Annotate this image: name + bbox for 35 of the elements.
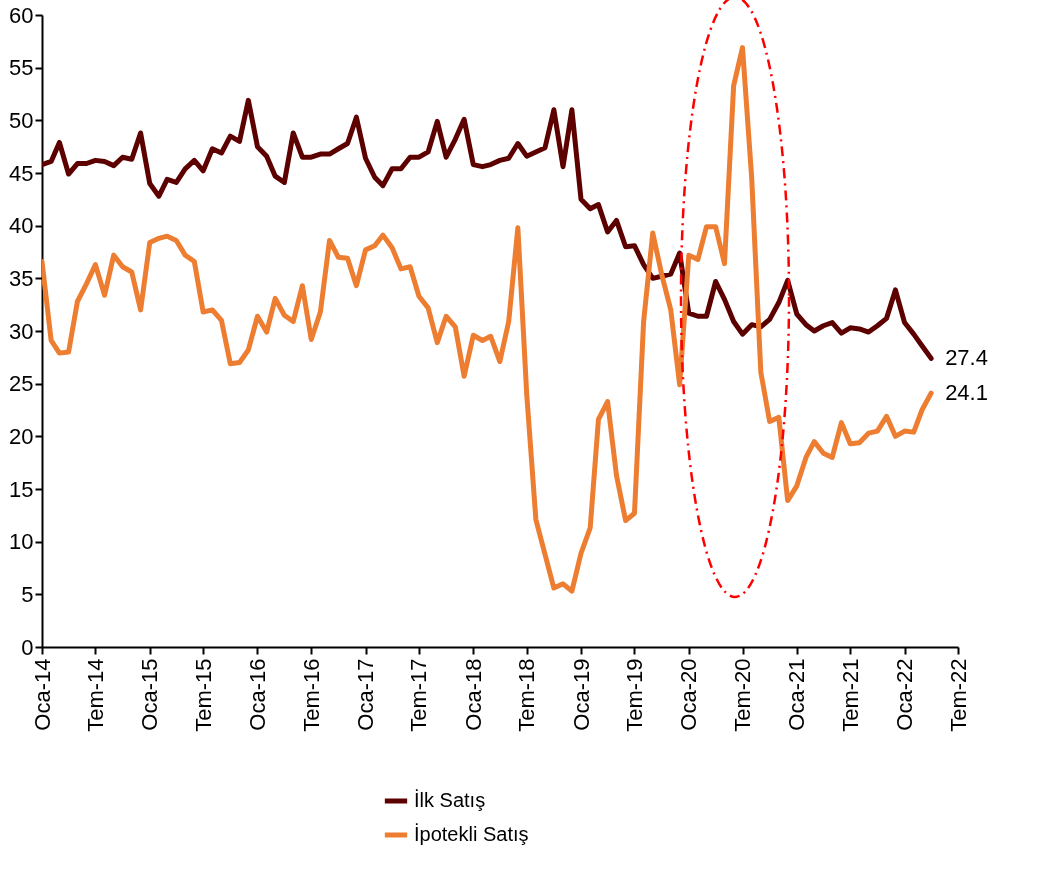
legend-label: İpotekli Satış [414,823,529,845]
y-tick-label: 55 [9,55,34,81]
annotation: 27.4 [945,345,988,371]
x-tick-label: Oca-21 [784,658,810,731]
x-tick-label: Tem-16 [298,658,324,732]
y-tick-label: 45 [9,160,34,186]
y-tick-label: 30 [9,318,34,344]
y-tick-label: 50 [9,107,34,133]
x-tick-label: Tem-15 [190,658,216,732]
y-tick-label: 5 [21,581,34,607]
y-tick-label: 10 [9,529,34,555]
x-tick-label: Tem-22 [945,658,971,732]
y-tick-label: 40 [9,213,34,239]
x-tick-label: Oca-18 [460,658,486,731]
y-tick-label: 35 [9,265,34,291]
y-tick-label: 15 [9,476,34,502]
x-tick-label: Tem-20 [730,658,756,732]
legend-label: İlk Satış [414,789,486,811]
x-tick-label: Oca-17 [353,658,379,731]
y-tick-label: 0 [21,634,34,660]
x-tick-label: Oca-15 [137,658,163,731]
x-tick-label: Tem-19 [621,658,647,732]
y-tick-label: 60 [9,2,34,28]
x-tick-label: Oca-20 [676,658,702,731]
x-tick-label: Oca-14 [29,658,55,731]
x-tick-label: Oca-16 [244,658,270,731]
annotation: 24.1 [945,380,988,406]
x-tick-label: Tem-14 [82,658,108,732]
x-tick-label: Tem-17 [406,658,432,732]
x-tick-label: Oca-22 [892,658,918,731]
x-tick-label: Tem-21 [837,658,863,732]
x-tick-label: Oca-19 [568,658,594,731]
y-tick-label: 25 [9,371,34,397]
x-tick-label: Tem-18 [514,658,540,732]
y-tick-label: 20 [9,423,34,449]
